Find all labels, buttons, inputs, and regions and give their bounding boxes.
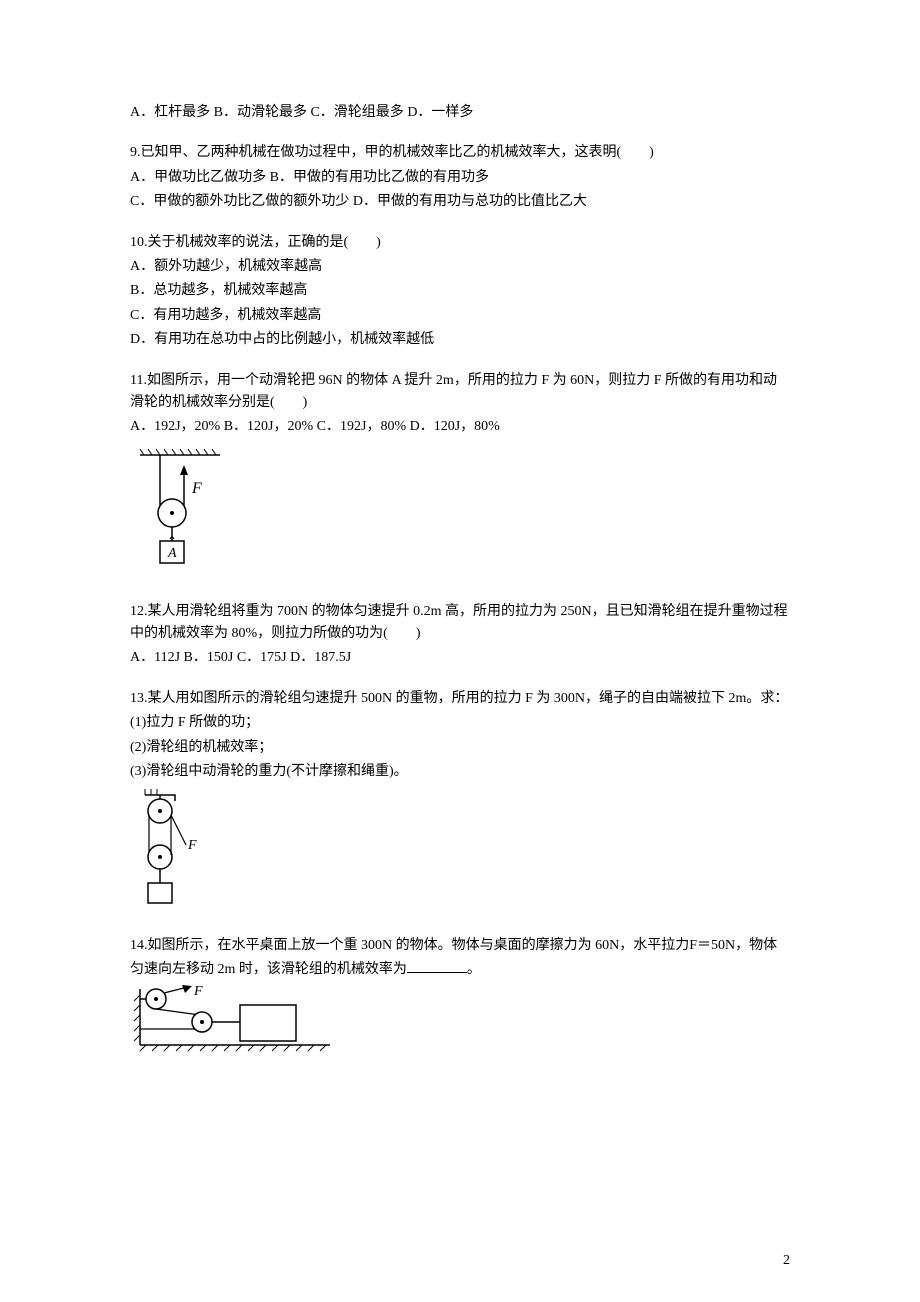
question-12: 12.某人用滑轮组将重为 700N 的物体匀速提升 0.2m 高，所用的拉力为 … xyxy=(130,601,790,670)
q11-opts: A．192J，20% B．120J，20% C．192J，80% D．120J，… xyxy=(130,416,790,438)
q9-optB: B．甲做的有用功比乙做的有用功多 xyxy=(270,170,489,185)
q14-figure: F xyxy=(130,985,790,1065)
q13-sub2: (2)滑轮组的机械效率； xyxy=(130,737,790,759)
q12-opts: A．112J B．150J C．175J D．187.5J xyxy=(130,647,790,669)
q8-optA: A．杠杆最多 xyxy=(130,105,210,120)
q13-sub3: (3)滑轮组中动滑轮的重力(不计摩擦和绳重)。 xyxy=(130,761,790,783)
q10-optD: D．有用功在总功中占的比例越小，机械效率越低 xyxy=(130,329,790,351)
q11-force-label: F xyxy=(191,480,202,497)
q9-optC: C．甲做的额外功比乙做的额外功少 xyxy=(130,194,349,209)
q13-sub1: (1)拉力 F 所做的功； xyxy=(130,712,790,734)
q11-block-label: A xyxy=(167,546,177,561)
q12-stem: 12.某人用滑轮组将重为 700N 的物体匀速提升 0.2m 高，所用的拉力为 … xyxy=(130,601,790,646)
q8-optC: C．滑轮组最多 xyxy=(310,105,403,120)
q11-figure: F A xyxy=(130,443,790,583)
q10-optA: A．额外功越少，机械效率越高 xyxy=(130,256,790,278)
question-13: 13.某人用如图所示的滑轮组匀速提升 500N 的重物，所用的拉力 F 为 30… xyxy=(130,688,790,918)
question-11: 11.如图所示，用一个动滑轮把 96N 的物体 A 提升 2m，所用的拉力 F … xyxy=(130,370,790,583)
q14-blank xyxy=(407,958,467,973)
q9-line1: A．甲做功比乙做功多 B．甲做的有用功比乙做的有用功多 xyxy=(130,167,790,189)
question-8: A．杠杆最多 B．动滑轮最多 C．滑轮组最多 D．一样多 xyxy=(130,102,790,124)
q10-stem: 10.关于机械效率的说法，正确的是( ) xyxy=(130,232,790,254)
q9-optA: A．甲做功比乙做功多 xyxy=(130,170,266,185)
q8-options: A．杠杆最多 B．动滑轮最多 C．滑轮组最多 D．一样多 xyxy=(130,102,790,124)
q9-optD: D．甲做的有用功与总功的比值比乙大 xyxy=(353,194,587,209)
question-14: 14.如图所示，在水平桌面上放一个重 300N 的物体。物体与桌面的摩擦力为 6… xyxy=(130,935,790,1065)
q14-force-label: F xyxy=(193,985,203,999)
q10-optB: B．总功越多，机械效率越高 xyxy=(130,280,790,302)
q8-optB: B．动滑轮最多 xyxy=(214,105,307,120)
q9-line2: C．甲做的额外功比乙做的额外功少 D．甲做的有用功与总功的比值比乙大 xyxy=(130,191,790,213)
q10-optC: C．有用功越多，机械效率越高 xyxy=(130,305,790,327)
q13-force-label: F xyxy=(187,838,197,853)
q13-figure: F xyxy=(130,787,790,917)
q14-stem-after: 。 xyxy=(467,962,481,977)
question-9: 9.已知甲、乙两种机械在做功过程中，甲的机械效率比乙的机械效率大，这表明( ) … xyxy=(130,142,790,213)
page: A．杠杆最多 B．动滑轮最多 C．滑轮组最多 D．一样多 9.已知甲、乙两种机械… xyxy=(0,0,920,1302)
q9-stem: 9.已知甲、乙两种机械在做功过程中，甲的机械效率比乙的机械效率大，这表明( ) xyxy=(130,142,790,164)
q14-stem: 14.如图所示，在水平桌面上放一个重 300N 的物体。物体与桌面的摩擦力为 6… xyxy=(130,935,790,981)
q11-stem: 11.如图所示，用一个动滑轮把 96N 的物体 A 提升 2m，所用的拉力 F … xyxy=(130,370,790,415)
question-10: 10.关于机械效率的说法，正确的是( ) A．额外功越少，机械效率越高 B．总功… xyxy=(130,232,790,352)
q13-stem: 13.某人用如图所示的滑轮组匀速提升 500N 的重物，所用的拉力 F 为 30… xyxy=(130,688,790,710)
q8-optD: D．一样多 xyxy=(407,105,473,120)
page-number: 2 xyxy=(783,1250,790,1272)
